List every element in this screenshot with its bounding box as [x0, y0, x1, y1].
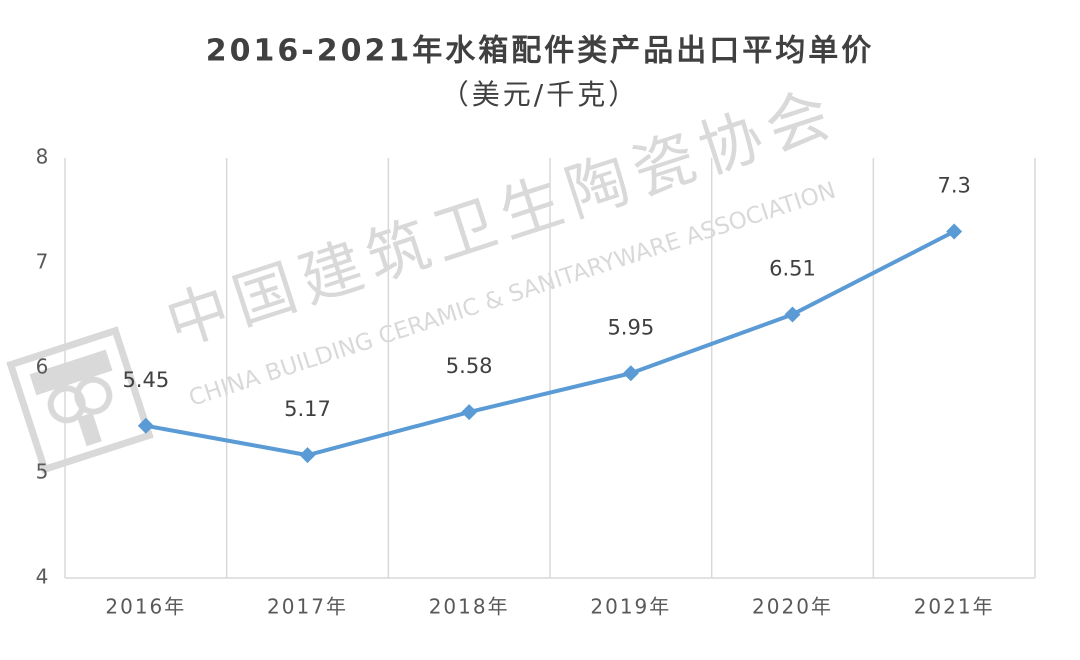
marker [622, 365, 639, 382]
data-label: 5.95 [607, 315, 654, 339]
marker [299, 447, 316, 464]
y-tick-label: 5 [36, 460, 49, 484]
x-tick-label: 2016年 [105, 595, 186, 619]
x-tick-label: 2017年 [267, 595, 348, 619]
data-label: 5.45 [122, 368, 169, 392]
x-tick-label: 2019年 [590, 595, 671, 619]
chart-title: 2016-2021年水箱配件类产品出口平均单价 [206, 34, 874, 69]
data-label: 6.51 [769, 256, 816, 280]
y-tick-label: 6 [36, 355, 49, 379]
y-tick-label: 7 [36, 250, 49, 274]
marker [461, 404, 478, 421]
y-tick-label: 4 [36, 565, 49, 589]
marker [784, 306, 801, 323]
watermark-logo [6, 326, 154, 474]
watermark: 中国建筑卫生陶瓷协会 CHINA BUILDING CERAMIC & SANI… [6, 75, 846, 474]
line [145, 229, 956, 458]
marker [946, 223, 963, 240]
x-tick-label: 2018年 [429, 595, 510, 619]
marker [137, 417, 154, 434]
data-label: 5.17 [284, 397, 331, 421]
y-tick-label: 8 [36, 145, 49, 169]
data-label: 5.58 [446, 354, 493, 378]
data-label: 7.3 [937, 174, 970, 198]
chart-subtitle: （美元/千克） [441, 78, 639, 111]
x-tick-label: 2021年 [914, 595, 995, 619]
x-tick-label: 2020年 [752, 595, 833, 619]
